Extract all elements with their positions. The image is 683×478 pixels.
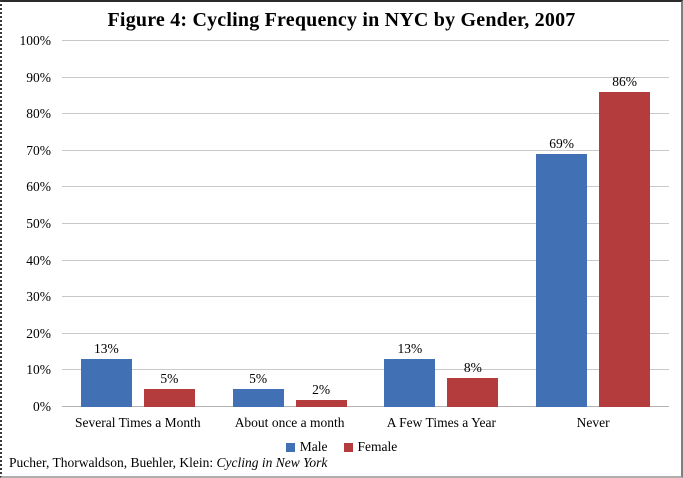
y-axis: 0% 10% 20% 30% 40% 50% 60% 70% 80% 90% 100%	[2, 34, 58, 414]
chart-title: Figure 4: Cycling Frequency in NYC by Ge…	[107, 9, 576, 31]
legend-item-male: Male	[285, 439, 328, 455]
bar-group: 13% 5%	[62, 41, 214, 407]
citation: Pucher, Thorwaldson, Buehler, Klein: Cyc…	[9, 455, 327, 471]
y-tick-label: 100%	[19, 33, 52, 48]
gridline	[62, 369, 669, 371]
y-tick-label: 0%	[33, 399, 51, 414]
y-tick-label: 10%	[26, 362, 51, 378]
legend-item-female: Female	[343, 439, 398, 455]
category-label: Several Times a Month	[75, 415, 201, 430]
bar-female-never: 86%	[599, 74, 651, 407]
plot-area: 13% 5% 5% 2% 13% 8% 69% 86%	[62, 40, 669, 407]
y-tick-label: 80%	[26, 106, 51, 122]
gridline	[62, 332, 669, 334]
legend-label: Male	[299, 439, 328, 454]
bar-group: 69% 86%	[517, 41, 669, 407]
legend-swatch-male	[285, 442, 295, 452]
bar-female-several-times-a-month: 5%	[143, 371, 195, 407]
bar-male-about-once-a-month: 5%	[232, 371, 284, 407]
y-tick-label: 70%	[26, 142, 51, 158]
bar-group: 5% 2%	[214, 41, 366, 407]
y-tick-label: 60%	[26, 179, 51, 195]
bar-value-label: 13%	[94, 341, 119, 357]
bar-male-several-times-a-month: 13%	[80, 341, 132, 407]
gridline	[62, 76, 669, 78]
bar-value-label: 5%	[249, 370, 268, 386]
y-tick-label: 20%	[26, 325, 51, 341]
bar-female-a-few-times-a-year: 8%	[447, 360, 499, 407]
citation-source: Cycling in New York	[216, 455, 328, 470]
gridline	[62, 296, 669, 298]
y-tick-label: 90%	[26, 69, 51, 85]
gridline	[62, 149, 669, 151]
gridline	[62, 113, 669, 115]
category-label: A Few Times a Year	[386, 415, 496, 430]
bar-value-label: 8%	[463, 359, 482, 375]
bar-pair: 13% 8%	[384, 41, 499, 407]
bar-female-about-once-a-month: 2%	[295, 382, 347, 407]
bar-male-never: 69%	[536, 136, 588, 407]
legend-label: Female	[357, 439, 398, 454]
bar-pair: 5% 2%	[232, 41, 347, 407]
bar-pair: 69% 86%	[536, 41, 651, 407]
bar-pair: 13% 5%	[80, 41, 195, 407]
category-label: About once a month	[234, 415, 345, 430]
bar-value-label: 86%	[612, 74, 637, 90]
bar-value-label: 2%	[312, 381, 331, 397]
citation-prefix: Pucher, Thorwaldson, Buehler, Klein:	[9, 455, 217, 470]
bar-value-label: 69%	[549, 136, 574, 152]
legend-swatch-female	[343, 442, 353, 452]
bar-value-label: 13%	[397, 341, 423, 357]
gridline	[62, 40, 669, 41]
gridline	[62, 406, 669, 407]
category-label: Never	[576, 415, 610, 430]
gridline	[62, 186, 669, 188]
bar-group: 13% 8%	[366, 41, 518, 407]
y-tick-label: 40%	[26, 252, 51, 268]
bar-male-a-few-times-a-year: 13%	[384, 341, 436, 407]
y-tick-label: 50%	[26, 216, 51, 231]
legend: Male Female	[2, 439, 681, 455]
gridline	[62, 223, 669, 224]
bar-value-label: 5%	[160, 370, 179, 386]
y-tick-label: 30%	[26, 289, 51, 305]
category-axis: Several Times a Month About once a month A…	[62, 415, 669, 431]
gridline	[62, 259, 669, 261]
